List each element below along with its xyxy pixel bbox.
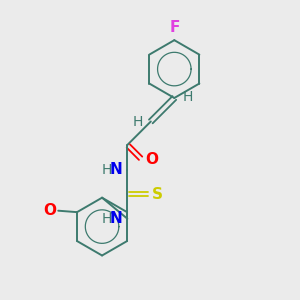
Text: N: N xyxy=(110,162,122,177)
Text: H: H xyxy=(182,90,193,104)
Text: methoxy: methoxy xyxy=(11,206,48,215)
Text: H: H xyxy=(102,212,112,226)
Text: S: S xyxy=(152,187,163,202)
Text: H: H xyxy=(132,115,143,129)
Text: F: F xyxy=(169,20,179,35)
Text: methoxy: methoxy xyxy=(9,205,52,215)
Text: H: H xyxy=(102,163,112,176)
Text: O: O xyxy=(43,203,56,218)
Text: N: N xyxy=(110,211,122,226)
Text: O: O xyxy=(145,152,158,167)
